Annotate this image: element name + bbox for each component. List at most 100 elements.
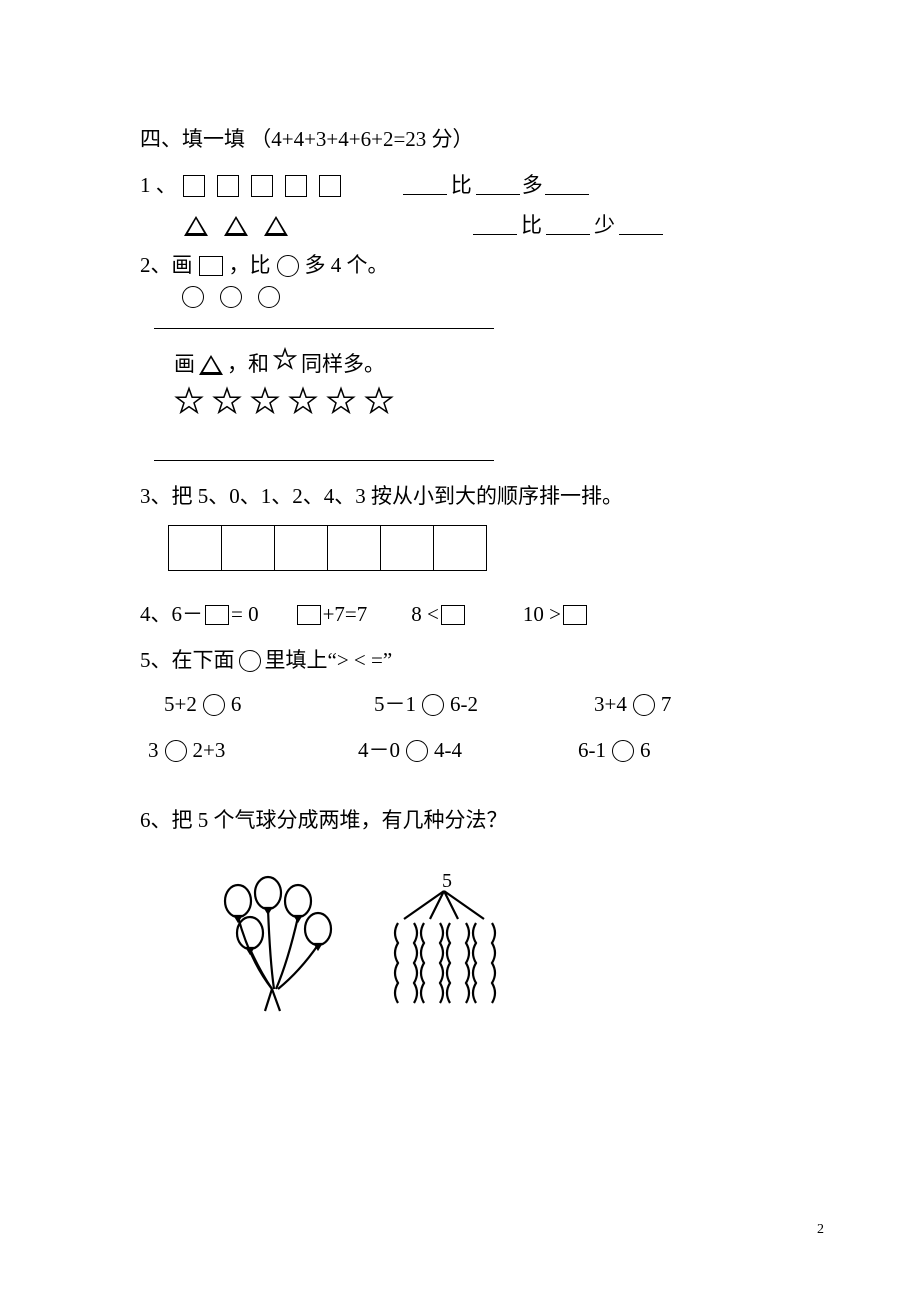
q2-text: 多 4 个。: [305, 246, 389, 286]
q2-text: 同样多。: [301, 345, 385, 385]
star-icon: [250, 386, 280, 430]
q4-p2b: +7=7: [323, 595, 368, 635]
box-cell[interactable]: [434, 525, 487, 571]
q5-expr: 6: [640, 731, 651, 771]
section-heading: 四、填一填 （4+4+3+4+6+2=23 分）: [140, 120, 780, 160]
square-icon: [199, 256, 223, 276]
box-cell[interactable]: [328, 525, 381, 571]
answer-line[interactable]: [154, 460, 494, 461]
q5-expr: 4－0: [358, 731, 400, 771]
q3-boxes[interactable]: [168, 525, 780, 571]
balloons-icon: [200, 871, 350, 1021]
star-icon: [364, 386, 394, 430]
q2-text: ，比: [229, 246, 271, 286]
box-cell[interactable]: [168, 525, 222, 571]
square-icon: [217, 175, 239, 197]
circle-icon: [220, 286, 242, 308]
q2-text: ，和: [227, 345, 269, 385]
compare-circle[interactable]: [165, 740, 187, 762]
triangle-icon: [184, 216, 208, 236]
q5-expr: 3+4: [594, 685, 627, 725]
square-icon: [285, 175, 307, 197]
compare-circle[interactable]: [203, 694, 225, 716]
q5-expr: 6-1: [578, 731, 606, 771]
q5-number: 5、: [140, 641, 172, 681]
q5-text: 在下面: [172, 641, 235, 681]
q1-text-shao: 少: [594, 206, 615, 246]
q5-grid: 5+2 6 5－1 6-2 3+4 7 3 2+3 4－0: [140, 685, 780, 771]
q1-number: 1 、: [140, 166, 177, 206]
q2-line1: 2、 画 ，比 多 4 个。: [140, 246, 780, 286]
q5-expr: 3: [148, 731, 159, 771]
q2-stars: [140, 386, 780, 430]
box-cell[interactable]: [381, 525, 434, 571]
q1-text-duo: 多: [522, 166, 543, 206]
compare-circle[interactable]: [406, 740, 428, 762]
box-cell[interactable]: [222, 525, 275, 571]
q6-figures: 5: [140, 871, 780, 1021]
page-number: 2: [817, 1217, 824, 1244]
circle-icon: [277, 255, 299, 277]
star-icon: [288, 386, 318, 430]
star-icon: [326, 386, 356, 430]
blank-input[interactable]: [619, 216, 663, 235]
answer-line[interactable]: [154, 328, 494, 329]
answer-box[interactable]: [297, 605, 321, 625]
compare-circle[interactable]: [612, 740, 634, 762]
q6-text: 6、把 5 个气球分成两堆，有几种分法？: [140, 801, 780, 841]
answer-box[interactable]: [205, 605, 229, 625]
section-heading-text: 四、填一填 （4+4+3+4+6+2=23 分）: [140, 120, 474, 160]
q2-number: 2、: [140, 246, 172, 286]
q4-number: 4、: [140, 595, 172, 635]
worksheet-page: 四、填一填 （4+4+3+4+6+2=23 分） 1 、 比 多 比 少 2、 …: [0, 0, 920, 1302]
q1-row2: 比 少: [140, 206, 780, 246]
q5-expr: 6-2: [450, 685, 478, 725]
q4-p4a: 10 >: [523, 595, 561, 635]
q2-circles: [140, 286, 780, 308]
q5-intro: 5、 在下面 里填上“> < =”: [140, 641, 780, 681]
circle-icon: [239, 650, 261, 672]
q4-p1b: = 0: [231, 595, 259, 635]
split-tree-icon: 5: [374, 871, 514, 1021]
blank-input[interactable]: [476, 176, 520, 195]
q1-text-bi2: 比: [521, 206, 542, 246]
blank-input[interactable]: [546, 216, 590, 235]
q4-p3a: 8 <: [411, 595, 439, 635]
answer-box[interactable]: [563, 605, 587, 625]
q6-content: 6、把 5 个气球分成两堆，有几种分法？: [140, 801, 508, 841]
blank-input[interactable]: [403, 176, 447, 195]
square-icon: [251, 175, 273, 197]
triangle-icon: [199, 355, 223, 375]
q1-row1: 1 、 比 多: [140, 166, 780, 206]
triangle-icon: [264, 216, 288, 236]
square-icon: [319, 175, 341, 197]
q5-expr: 4-4: [434, 731, 462, 771]
star-icon: [174, 386, 204, 430]
q3-content: 3、把 5、0、1、2、4、3 按从小到大的顺序排一排。: [140, 477, 623, 517]
q5-text: 里填上“> < =”: [265, 641, 393, 681]
circle-icon: [258, 286, 280, 308]
q5-expr: 7: [661, 685, 672, 725]
q2-text: 画: [174, 345, 195, 385]
q2-text: 画: [172, 246, 193, 286]
circle-icon: [182, 286, 204, 308]
q5-expr: 5－1: [374, 685, 416, 725]
compare-circle[interactable]: [422, 694, 444, 716]
q5-expr: 6: [231, 685, 242, 725]
compare-circle[interactable]: [633, 694, 655, 716]
q4-row: 4、 6－ = 0 +7=7 8 < 10 >: [140, 595, 780, 635]
triangle-icon: [224, 216, 248, 236]
star-icon: [273, 345, 297, 385]
blank-input[interactable]: [545, 176, 589, 195]
square-icon: [183, 175, 205, 197]
q1-text-bi: 比: [451, 166, 472, 206]
blank-input[interactable]: [473, 216, 517, 235]
star-icon: [212, 386, 242, 430]
q3-text: 3、把 5、0、1、2、4、3 按从小到大的顺序排一排。: [140, 477, 780, 517]
q2-line2: 画 ，和 同样多。: [140, 345, 780, 385]
tree-top-label: 5: [442, 871, 452, 892]
box-cell[interactable]: [275, 525, 328, 571]
answer-box[interactable]: [441, 605, 465, 625]
q5-expr: 5+2: [164, 685, 197, 725]
q4-p1a: 6－: [172, 595, 204, 635]
